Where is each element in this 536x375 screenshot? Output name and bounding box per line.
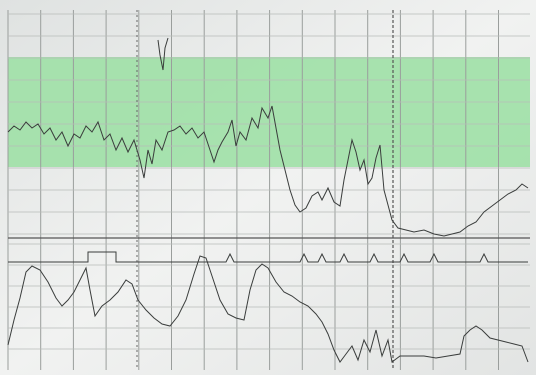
normal-range-band — [8, 57, 530, 167]
page: (() => { const data = JSON.parse(documen… — [0, 0, 536, 375]
paper — [0, 0, 536, 375]
ctg-photo — [0, 0, 536, 375]
